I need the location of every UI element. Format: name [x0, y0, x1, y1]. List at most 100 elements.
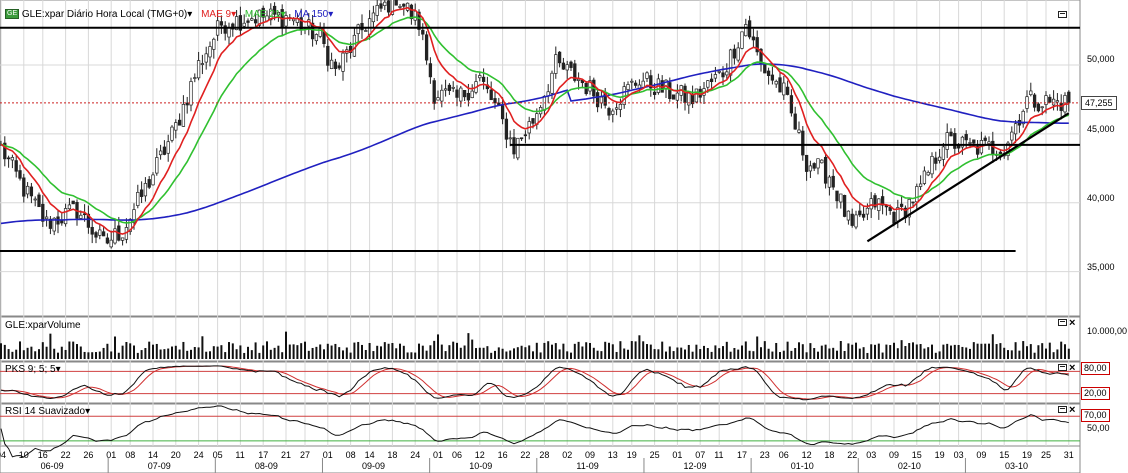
candle-body — [926, 172, 930, 176]
volume-bar — [406, 352, 409, 359]
candle-body — [519, 137, 524, 140]
ma1-label[interactable]: MAE 9 — [201, 9, 232, 20]
ma3-label[interactable]: MA 150 — [294, 9, 329, 20]
rsi-panel-title[interactable]: RSI 14 Suavizado▾ — [5, 406, 91, 417]
volume-bar — [832, 347, 835, 359]
volume-bar — [805, 352, 808, 359]
last-price-badge: 47,255 — [1081, 95, 1117, 110]
x-axis-day-label: 16 — [497, 450, 508, 460]
volume-bar — [475, 348, 477, 359]
volume-bar — [509, 350, 512, 359]
candle-body — [170, 126, 174, 141]
volume-bar — [847, 343, 850, 359]
candle-body — [865, 207, 870, 215]
volume-bar — [0, 343, 2, 359]
candle — [177, 113, 182, 126]
candle — [1029, 82, 1033, 97]
candle — [394, 0, 398, 6]
candle — [671, 94, 676, 100]
candle — [770, 66, 775, 85]
candle-body — [956, 145, 961, 149]
candle — [143, 177, 148, 202]
candle-body — [481, 76, 486, 82]
volume-bar — [611, 344, 614, 359]
x-axis-day-label: 12 — [474, 450, 485, 460]
volume-bar — [817, 351, 819, 359]
volume-bar — [395, 348, 398, 359]
candle — [1048, 94, 1052, 103]
volume-bar — [224, 352, 227, 359]
chevron-down-icon[interactable]: ▾ — [85, 406, 91, 417]
chevron-down-icon[interactable]: ▾ — [280, 9, 286, 20]
volume-bar — [923, 348, 926, 359]
x-axis-day-label: 07 — [695, 450, 706, 460]
volume-bar — [798, 342, 800, 359]
minimize-icon[interactable] — [1058, 406, 1067, 413]
candle-body — [858, 210, 862, 216]
candle — [504, 112, 509, 149]
ma2-label[interactable]: MAE 21 — [244, 9, 281, 20]
pks-panel-title[interactable]: PKS 9; 5; 5▾ — [5, 364, 61, 375]
x-axis-day-label: 19 — [626, 450, 637, 460]
candle — [337, 62, 341, 71]
candle — [565, 60, 569, 79]
candle — [90, 219, 94, 244]
chevron-down-icon[interactable]: ▾ — [187, 9, 193, 20]
x-axis-day-label: 10 — [18, 450, 29, 460]
volume-bar — [98, 351, 101, 359]
chevron-down-icon[interactable]: ▾ — [55, 364, 61, 375]
candle-body — [983, 137, 987, 141]
candle-body — [231, 23, 235, 30]
candle-body — [1044, 95, 1048, 105]
candle-body — [987, 141, 991, 144]
candle — [386, 0, 391, 17]
candle-body — [812, 163, 816, 169]
x-axis-day-label: 01 — [322, 450, 333, 460]
minimize-icon[interactable] — [1058, 319, 1067, 326]
volume-bar — [304, 341, 306, 359]
volume-bar — [608, 342, 610, 359]
x-axis-month-label: 06-09 — [40, 461, 64, 471]
candle-body — [869, 198, 873, 210]
volume-bar — [102, 347, 105, 359]
close-icon[interactable]: × — [1069, 362, 1076, 374]
x-axis-day-label: 27 — [300, 450, 311, 460]
chevron-down-icon[interactable]: ▾ — [328, 9, 334, 20]
x-axis-month-label: 01-10 — [790, 461, 814, 471]
candle-body — [44, 216, 49, 220]
candle-body — [432, 80, 436, 104]
candle-body — [238, 15, 243, 31]
volume-bar — [91, 352, 94, 359]
volume-bar — [665, 351, 667, 359]
x-axis-month-label: 11-09 — [576, 461, 599, 471]
candle-body — [356, 24, 360, 34]
volume-bar — [19, 341, 21, 359]
volume-bar — [752, 351, 755, 359]
x-axis-month-label: 12-09 — [683, 461, 707, 471]
volume-bar — [676, 347, 679, 359]
chevron-down-icon[interactable]: ▾ — [231, 9, 237, 20]
volume-bar — [520, 345, 523, 359]
volume-bar — [402, 345, 405, 359]
candle-body — [823, 156, 828, 184]
symbol-title[interactable]: GLE:xpar Diário Hora Local (TMG+0) — [21, 9, 188, 20]
volume-panel-title[interactable]: GLE:xparVolume — [5, 320, 81, 331]
pks-panel-frame — [0, 361, 1081, 404]
volume-bar — [121, 345, 124, 359]
volume-bar — [53, 348, 56, 359]
close-icon[interactable]: × — [1069, 317, 1076, 329]
x-axis-day-label: 28 — [539, 450, 550, 460]
candle — [196, 51, 201, 81]
close-icon[interactable]: × — [1069, 404, 1076, 416]
volume-bar — [763, 341, 766, 359]
candle-body — [48, 218, 53, 229]
candle-body — [250, 18, 254, 21]
candle — [576, 72, 581, 90]
candle-body — [968, 142, 972, 144]
minimize-icon[interactable] — [1058, 11, 1067, 18]
volume-bar — [288, 344, 291, 359]
minimize-icon[interactable] — [1058, 364, 1067, 371]
candle-body — [516, 137, 520, 159]
candle-body — [37, 194, 41, 208]
